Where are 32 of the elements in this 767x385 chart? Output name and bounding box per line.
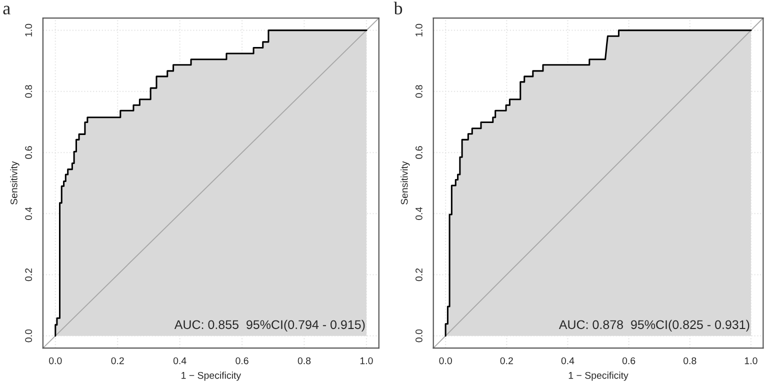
x-tick-label: 0.8	[298, 357, 311, 364]
x-tick-label: 0.8	[683, 357, 696, 364]
y-tick-label: 0.2	[416, 268, 422, 282]
y-tick-label: 0.6	[416, 146, 422, 159]
y-tick-label: 0.6	[25, 146, 32, 159]
x-tick-label: 0.4	[173, 357, 186, 364]
y-tick-label: 1.0	[25, 24, 32, 36]
x-tick-label: 1.0	[744, 357, 758, 364]
y-tick-label: 0.4	[416, 207, 422, 220]
annotation: AUC: 0.878 95%CI(0.825 - 0.931)	[558, 320, 750, 332]
chart-title: a	[3, 6, 10, 14]
x-tick-label: 0.2	[500, 357, 513, 364]
x-tick-label: 0.0	[49, 357, 62, 364]
chart-title: b	[394, 2, 402, 14]
y-axis-title: Sensitivity	[400, 161, 410, 205]
y-tick-label: 0.8	[416, 85, 422, 98]
y-tick-label: 1.0	[416, 24, 422, 36]
x-axis-title: 1 − Specificity	[568, 372, 628, 381]
x-tick-label: 0.6	[236, 357, 248, 364]
x-tick-label: 0.4	[561, 357, 574, 364]
x-axis-title: 1 − Specificity	[182, 372, 242, 381]
x-tick-label: 0.0	[439, 357, 452, 364]
annotation: AUC: 0.855 95%CI(0.794 - 0.915)	[174, 320, 365, 332]
y-tick-label: 0.4	[25, 207, 32, 220]
x-tick-label: 0.6	[622, 357, 636, 364]
y-tick-label: 0.0	[25, 329, 32, 342]
y-axis-title: Sensitivity	[10, 161, 20, 205]
y-tick-label: 0.0	[416, 329, 422, 342]
y-tick-label: 0.2	[25, 268, 32, 282]
y-tick-label: 0.8	[25, 85, 32, 98]
x-tick-label: 1.0	[360, 357, 373, 364]
x-tick-label: 0.2	[111, 357, 124, 364]
